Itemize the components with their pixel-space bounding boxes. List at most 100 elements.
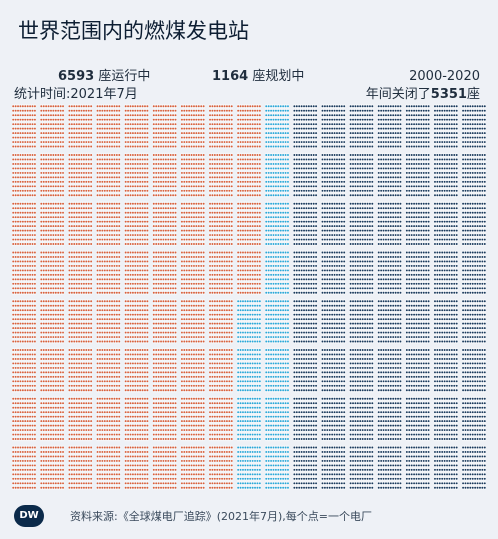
running-dot (111, 304, 113, 307)
running-dot (17, 171, 19, 174)
running-dot (90, 180, 93, 183)
running-dot (45, 287, 48, 290)
running-dot (73, 362, 76, 365)
running-dot (42, 185, 45, 188)
running-dot (131, 371, 134, 374)
running-dot (80, 397, 83, 400)
running-dot (96, 216, 99, 219)
running-dot (14, 264, 17, 267)
running-dot (162, 406, 165, 409)
running-dot (111, 180, 113, 183)
running-dot (52, 433, 55, 436)
running-dot (96, 185, 99, 188)
running-dot (14, 243, 17, 245)
running-dot (96, 158, 99, 161)
running-dot (29, 429, 32, 432)
running-dot (80, 225, 83, 228)
running-dot (129, 282, 132, 285)
running-dot (124, 389, 127, 392)
running-dot (108, 473, 111, 476)
running-dot (146, 327, 149, 330)
running-dot (169, 331, 172, 334)
running-dot (146, 482, 149, 485)
running-dot (78, 366, 81, 369)
running-dot (118, 304, 121, 307)
running-dot (59, 154, 62, 156)
running-dot (40, 269, 43, 272)
running-dot (146, 185, 149, 188)
running-dot (21, 123, 24, 126)
running-dot (111, 406, 113, 409)
running-dot (42, 375, 45, 378)
running-dot (47, 349, 50, 351)
running-dot (155, 336, 158, 338)
running-dot (169, 127, 172, 130)
running-dot (108, 327, 111, 330)
running-dot (24, 424, 27, 427)
running-dot (40, 464, 43, 467)
running-dot (82, 300, 85, 303)
running-dot (141, 366, 144, 369)
running-dot (47, 216, 50, 219)
running-dot (118, 202, 121, 205)
running-dot (115, 118, 118, 121)
running-dot (21, 234, 24, 237)
running-dot (162, 446, 165, 449)
running-dot (127, 366, 130, 369)
running-dot (31, 415, 34, 418)
running-dot (146, 406, 149, 409)
running-dot (68, 438, 71, 440)
running-dot (12, 264, 15, 267)
running-dot (124, 459, 127, 462)
running-dot (157, 118, 160, 121)
running-dot (134, 180, 137, 183)
running-dot (47, 424, 50, 427)
running-dot (68, 446, 71, 449)
running-dot (134, 123, 137, 126)
running-dot (29, 171, 32, 174)
running-dot (118, 309, 121, 312)
running-dot (164, 251, 167, 254)
running-dot (103, 282, 106, 285)
running-dot (50, 251, 52, 254)
running-dot (174, 300, 177, 303)
running-dot (101, 429, 104, 432)
running-dot (108, 123, 111, 126)
running-dot (103, 336, 106, 338)
running-dot (42, 331, 45, 334)
running-dot (131, 194, 134, 197)
running-dot (75, 234, 78, 237)
running-dot (162, 287, 165, 290)
running-dot (78, 234, 81, 237)
running-dot (157, 185, 160, 188)
running-dot (85, 105, 88, 108)
running-dot (108, 269, 111, 272)
running-dot (96, 375, 99, 378)
running-dot (157, 353, 160, 356)
running-dot (141, 362, 144, 365)
running-dot (136, 451, 139, 453)
running-dot (155, 282, 158, 285)
running-dot (21, 220, 24, 223)
running-dot (118, 154, 121, 156)
running-dot (162, 189, 165, 192)
running-dot (12, 304, 15, 307)
running-dot (14, 114, 17, 117)
running-dot (164, 424, 167, 427)
running-dot (146, 349, 149, 351)
running-dot-group (124, 105, 149, 148)
running-dot (99, 154, 101, 156)
running-dot (52, 123, 55, 126)
running-dot (160, 145, 162, 148)
running-dot (162, 366, 165, 369)
running-dot (62, 375, 64, 378)
running-dot (29, 300, 32, 303)
running-dot (129, 171, 132, 174)
running-dot (134, 264, 137, 267)
running-dot (68, 114, 71, 117)
running-dot (42, 145, 45, 148)
running-dot (99, 340, 101, 343)
running-dot (118, 287, 121, 290)
running-dot (174, 357, 177, 360)
running-dot (146, 225, 149, 228)
